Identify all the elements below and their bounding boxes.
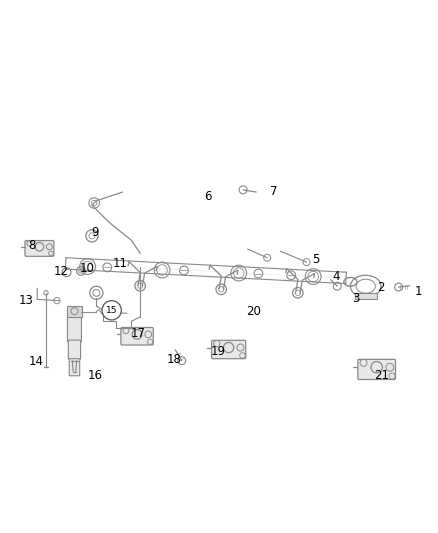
Text: 4: 4 [332,270,340,282]
Text: 15: 15 [106,306,117,315]
Text: 7: 7 [270,184,278,198]
Text: 6: 6 [204,190,212,203]
Text: 2: 2 [377,280,385,294]
Text: 17: 17 [131,327,145,340]
Text: 18: 18 [167,353,182,366]
Bar [355,293,377,300]
Text: 3: 3 [352,292,359,305]
Text: 1: 1 [414,285,422,298]
Circle shape [102,301,121,320]
FancyBboxPatch shape [25,240,54,256]
Text: 8: 8 [28,239,35,253]
Text: 16: 16 [88,369,103,382]
FancyBboxPatch shape [212,340,246,359]
Text: 11: 11 [113,257,128,270]
Text: 13: 13 [19,294,34,306]
Text: 19: 19 [211,344,226,358]
Bar [67,306,82,317]
Text: 10: 10 [80,262,95,275]
Text: 14: 14 [28,355,43,368]
FancyBboxPatch shape [121,327,153,345]
FancyBboxPatch shape [68,340,81,359]
FancyBboxPatch shape [69,359,80,376]
Text: 20: 20 [246,305,261,318]
Text: 9: 9 [92,226,99,239]
FancyBboxPatch shape [358,359,396,379]
Text: 5: 5 [313,253,320,266]
FancyBboxPatch shape [67,314,81,342]
Text: 12: 12 [54,265,69,278]
Text: 21: 21 [374,369,389,382]
